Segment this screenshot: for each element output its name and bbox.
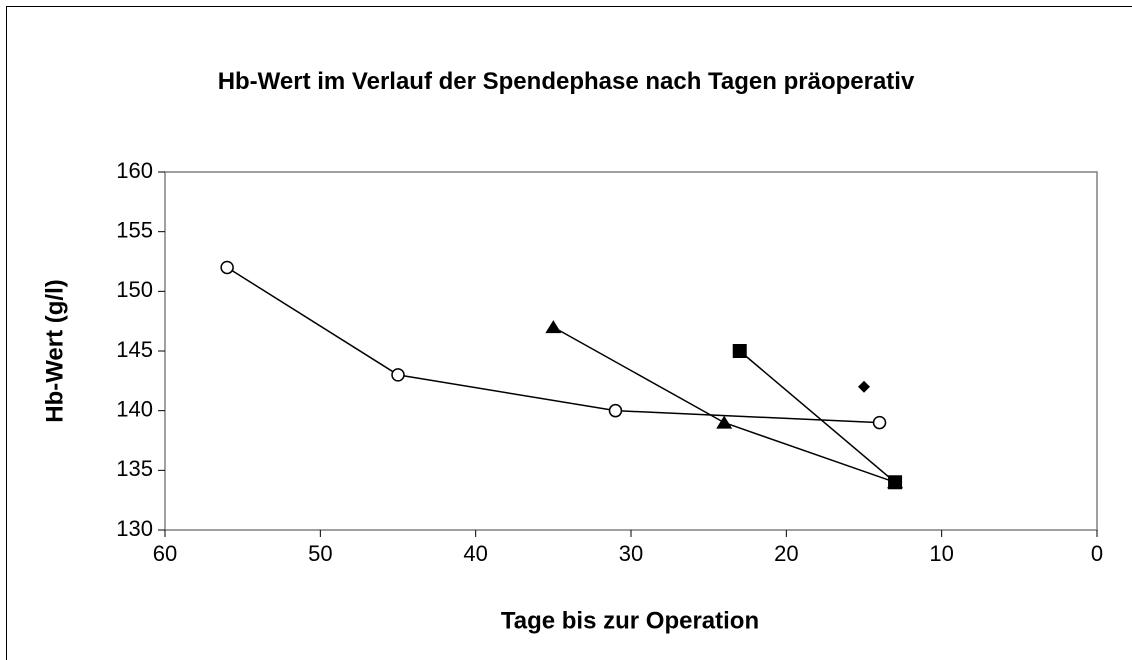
marker	[391, 368, 405, 382]
chart-title: Hb-Wert im Verlauf der Spendephase nach …	[217, 68, 915, 95]
y-tick-label: 160	[116, 158, 153, 183]
x-axis-label: Tage bis zur Operation	[501, 607, 759, 634]
y-tick-label: 140	[116, 396, 153, 421]
y-tick-label: 130	[116, 516, 153, 541]
marker	[716, 415, 733, 429]
x-tick-label: 0	[1091, 541, 1103, 566]
x-tick-label: 60	[153, 541, 177, 566]
x-tick-label: 20	[774, 541, 798, 566]
series-line	[552, 326, 896, 483]
marker	[608, 403, 623, 418]
x-tick-label: 30	[619, 541, 643, 566]
y-tick-label: 155	[116, 217, 153, 242]
y-axis-label: Hb-Wert (g/l)	[41, 279, 68, 423]
y-tick-label: 145	[116, 337, 153, 362]
series-line	[739, 350, 896, 483]
marker	[732, 344, 747, 358]
plot-area	[164, 171, 1098, 531]
x-tick-label: 40	[463, 541, 487, 566]
marker	[220, 260, 234, 275]
y-tick-label: 135	[116, 456, 153, 481]
marker	[858, 380, 870, 393]
marker	[872, 415, 887, 430]
x-tick-label: 10	[929, 541, 953, 566]
y-tick-label: 150	[116, 277, 153, 302]
series-line	[226, 266, 880, 424]
x-tick-label: 50	[308, 541, 332, 566]
marker	[888, 475, 903, 490]
chart-frame	[6, 6, 1132, 660]
marker	[545, 320, 562, 334]
